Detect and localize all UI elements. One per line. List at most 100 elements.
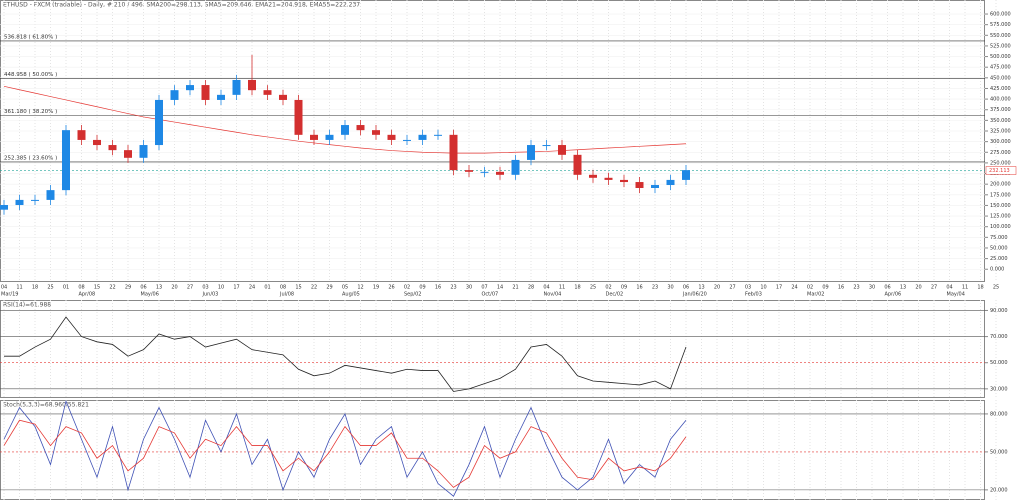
rsi-pane (0, 300, 985, 398)
x-tick-label: 08 (280, 285, 286, 291)
y-tick-label: 100.000 (990, 224, 1011, 230)
indicator-line (3, 419, 687, 488)
x-tick-label: 30 (667, 285, 673, 291)
x-group-label: Jun/03 (202, 292, 219, 298)
y-tick-label: 30.000 (990, 386, 1008, 392)
y-tick-label: 325.000 (990, 129, 1011, 135)
x-tick-label: 23 (450, 285, 456, 291)
y-tick-label: 375.000 (990, 107, 1011, 113)
y-tick-label: 575.000 (990, 22, 1011, 28)
candle-body (279, 94, 287, 100)
x-tick-label: 03 (745, 285, 751, 291)
candle-body (651, 185, 659, 188)
candle-body (0, 205, 8, 210)
x-tick-label: 04 (543, 285, 549, 291)
candle-body (93, 139, 101, 146)
x-tick-label: 19 (373, 285, 379, 291)
last-price-box (985, 166, 1017, 175)
x-tick-label: 03 (202, 285, 208, 291)
y-tick-label: 600.000 (990, 12, 1011, 18)
x-group-label: Mar/19 (1, 292, 18, 298)
x-group-label: Feb/03 (745, 292, 762, 298)
candle-body (232, 79, 241, 95)
candle-body (62, 130, 70, 191)
x-tick-label: 18 (32, 285, 38, 291)
candle-body (558, 145, 566, 155)
x-tick-label: 01 (63, 285, 69, 291)
candle-body (418, 134, 427, 140)
y-tick-label: 400.000 (990, 97, 1011, 103)
moving-average (3, 86, 687, 154)
candle-body (77, 130, 86, 140)
candle-body (434, 134, 442, 136)
candle-body (542, 145, 551, 147)
x-tick-label: 25 (47, 285, 53, 291)
x-tick-label: 05 (342, 285, 348, 291)
stoch-pane (0, 400, 985, 500)
level-label: 536.818 ( 61.80% ) (4, 34, 57, 40)
candle-body (325, 134, 334, 140)
candle-body (635, 182, 644, 188)
x-tick-label: 04 (1, 285, 7, 291)
x-tick-label: 16 (636, 285, 642, 291)
candle-body (511, 159, 520, 175)
x-tick-label: 06 (884, 285, 890, 291)
x-tick-label: 20 (714, 285, 720, 291)
candle-body (666, 179, 675, 186)
candle-body (496, 171, 504, 175)
candle-body (46, 190, 55, 200)
x-tick-label: 09 (621, 285, 627, 291)
indicator-line (3, 399, 687, 497)
candle-body (31, 199, 39, 201)
x-tick-label: 25 (993, 285, 999, 291)
y-tick-label: 50.000 (990, 449, 1008, 455)
y-tick-label: 300.000 (990, 139, 1011, 145)
candle-body (217, 94, 225, 100)
x-tick-label: 28 (528, 285, 534, 291)
candle-body (682, 170, 690, 180)
x-tick-label: 13 (698, 285, 704, 291)
x-tick-label: 12 (357, 285, 363, 291)
x-tick-label: 27 (931, 285, 937, 291)
candle-body (139, 145, 148, 158)
candle-body (573, 154, 582, 175)
x-tick-label: 02 (404, 285, 410, 291)
y-tick-label: 500.000 (990, 54, 1011, 60)
x-tick-label: 27 (187, 285, 193, 291)
x-tick-label: 06 (140, 285, 146, 291)
indicator-line (4, 316, 687, 392)
x-tick-label: 25 (590, 285, 596, 291)
x-tick-label: 20 (915, 285, 921, 291)
y-tick-label: 425.000 (990, 86, 1011, 92)
candle-body (387, 134, 396, 140)
x-group-label: May/06 (141, 292, 159, 298)
x-tick-label: 02 (605, 285, 611, 291)
x-tick-label: 04 (946, 285, 952, 291)
x-tick-label: 15 (295, 285, 301, 291)
y-tick-label: 550.000 (990, 33, 1011, 39)
x-tick-label: 14 (497, 285, 503, 291)
x-tick-label: 11 (16, 285, 22, 291)
x-tick-label: 17 (776, 285, 782, 291)
x-tick-label: 13 (900, 285, 906, 291)
x-group-label: Apr/08 (79, 292, 96, 298)
y-tick-label: 80.000 (990, 411, 1008, 417)
candle-body (480, 171, 489, 173)
candle-body (263, 90, 272, 95)
x-group-label: Mar/02 (807, 292, 824, 298)
level-label: 448.958 ( 50.00% ) (4, 72, 57, 78)
level-label: 361.180 ( 38.20% ) (4, 109, 57, 115)
y-tick-label: 20.000 (990, 487, 1008, 493)
y-tick-label: 350.000 (990, 118, 1011, 124)
y-tick-label: 125.000 (990, 214, 1011, 220)
x-tick-label: 18 (574, 285, 580, 291)
x-tick-label: 20 (171, 285, 177, 291)
candle-body (449, 134, 458, 171)
y-tick-label: 25.000 (990, 256, 1008, 262)
x-tick-label: 22 (311, 285, 317, 291)
x-tick-label: 16 (838, 285, 844, 291)
x-tick-label: 13 (156, 285, 162, 291)
y-tick-label: 0.000 (990, 267, 1004, 273)
